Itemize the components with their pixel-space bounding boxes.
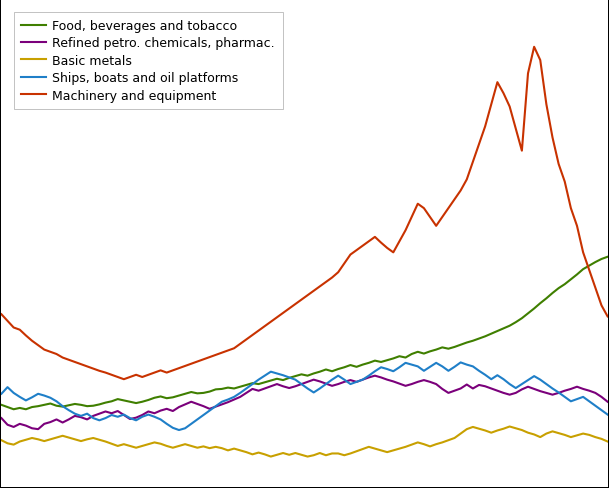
Food, beverages and tobacco <box>561 282 568 287</box>
Basic metals <box>586 432 593 438</box>
Ships, boats and oil platforms <box>0 391 5 397</box>
Machinery and equipment <box>114 374 121 380</box>
Machinery and equipment <box>145 372 152 378</box>
Ships, boats and oil platforms <box>114 414 121 420</box>
Ships, boats and oil platforms <box>316 386 323 391</box>
Refined petro. chemicals, pharmac. <box>145 408 152 414</box>
Legend: Food, beverages and tobacco, Refined petro. chemicals, pharmac., Basic metals, S: Food, beverages and tobacco, Refined pet… <box>13 13 283 110</box>
Basic metals <box>604 439 609 445</box>
Basic metals <box>267 454 275 460</box>
Line: Refined petro. chemicals, pharmac.: Refined petro. chemicals, pharmac. <box>1 376 608 429</box>
Refined petro. chemicals, pharmac. <box>567 386 574 392</box>
Basic metals <box>0 437 5 443</box>
Food, beverages and tobacco <box>604 254 609 260</box>
Refined petro. chemicals, pharmac. <box>316 379 323 385</box>
Line: Food, beverages and tobacco: Food, beverages and tobacco <box>1 257 608 409</box>
Ships, boats and oil platforms <box>567 399 574 405</box>
Machinery and equipment <box>567 206 574 212</box>
Food, beverages and tobacco <box>0 402 5 408</box>
Food, beverages and tobacco <box>365 360 373 366</box>
Machinery and equipment <box>365 239 373 244</box>
Ships, boats and oil platforms <box>365 373 373 379</box>
Ships, boats and oil platforms <box>139 414 146 420</box>
Ships, boats and oil platforms <box>457 360 464 366</box>
Machinery and equipment <box>586 267 593 273</box>
Basic metals <box>567 434 574 440</box>
Line: Basic metals: Basic metals <box>1 427 608 457</box>
Ships, boats and oil platforms <box>586 399 593 405</box>
Refined petro. chemicals, pharmac. <box>35 427 42 432</box>
Machinery and equipment <box>0 312 5 318</box>
Machinery and equipment <box>316 284 323 290</box>
Food, beverages and tobacco <box>145 397 152 403</box>
Line: Machinery and equipment: Machinery and equipment <box>1 48 608 380</box>
Machinery and equipment <box>120 377 127 383</box>
Refined petro. chemicals, pharmac. <box>0 415 5 421</box>
Basic metals <box>316 450 323 456</box>
Refined petro. chemicals, pharmac. <box>365 375 373 381</box>
Machinery and equipment <box>604 314 609 320</box>
Ships, boats and oil platforms <box>604 412 609 418</box>
Basic metals <box>114 443 121 449</box>
Refined petro. chemicals, pharmac. <box>120 412 127 418</box>
Machinery and equipment <box>530 45 538 51</box>
Food, beverages and tobacco <box>316 369 323 375</box>
Basic metals <box>139 443 146 449</box>
Food, beverages and tobacco <box>10 407 17 412</box>
Food, beverages and tobacco <box>579 266 586 272</box>
Ships, boats and oil platforms <box>175 427 183 433</box>
Refined petro. chemicals, pharmac. <box>604 399 609 405</box>
Line: Ships, boats and oil platforms: Ships, boats and oil platforms <box>1 363 608 430</box>
Refined petro. chemicals, pharmac. <box>371 373 379 379</box>
Basic metals <box>506 424 513 429</box>
Refined petro. chemicals, pharmac. <box>586 388 593 394</box>
Basic metals <box>365 444 373 450</box>
Food, beverages and tobacco <box>120 398 127 404</box>
